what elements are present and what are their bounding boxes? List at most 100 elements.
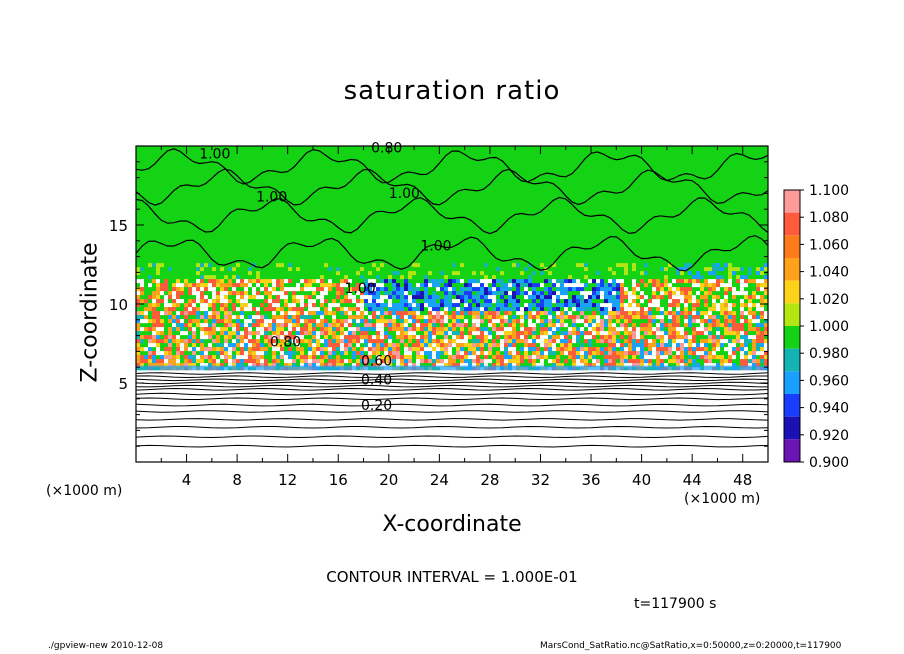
field-cell (664, 275, 668, 280)
field-cell (480, 351, 484, 356)
field-cell (416, 319, 420, 324)
field-cell (608, 335, 612, 340)
field-cell (512, 355, 516, 360)
field-cell (248, 319, 252, 324)
field-cell (312, 311, 316, 316)
field-cell (676, 335, 680, 340)
field-cell (500, 363, 504, 368)
field-cell (412, 323, 416, 328)
field-cell (732, 323, 736, 328)
field-cell (724, 327, 728, 332)
field-cell (436, 355, 440, 360)
field-cell (388, 323, 392, 328)
field-cell (324, 263, 328, 268)
field-cell (372, 299, 376, 304)
field-cell (360, 307, 364, 312)
field-cell (576, 355, 580, 360)
field-cell (416, 347, 420, 352)
field-cell (540, 331, 544, 336)
field-cell (240, 347, 244, 352)
field-cell (244, 319, 248, 324)
field-cell (708, 335, 712, 340)
field-cell (368, 327, 372, 332)
field-cell (192, 339, 196, 344)
field-cell (352, 351, 356, 356)
field-cell (572, 279, 576, 284)
field-cell (584, 291, 588, 296)
field-cell (368, 323, 372, 328)
field-cell (436, 339, 440, 344)
colorbar-swatch (784, 416, 800, 440)
field-cell (284, 323, 288, 328)
field-cell (604, 287, 608, 292)
field-cell (376, 307, 380, 312)
field-cell (284, 291, 288, 296)
field-cell (260, 351, 264, 356)
field-cell (432, 327, 436, 332)
field-cell (152, 299, 156, 304)
field-cell (240, 355, 244, 360)
field-cell (544, 279, 548, 284)
field-cell (548, 327, 552, 332)
field-cell (332, 347, 336, 352)
field-cell (204, 287, 208, 292)
field-cell (624, 303, 628, 308)
field-cell (400, 319, 404, 324)
field-cell (140, 287, 144, 292)
field-cell (656, 363, 660, 368)
field-cell (564, 279, 568, 284)
field-cell (200, 339, 204, 344)
field-cell (144, 355, 148, 360)
field-cell (372, 279, 376, 284)
field-cell (436, 363, 440, 368)
field-cell (316, 279, 320, 284)
field-cell (252, 331, 256, 336)
field-cell (740, 291, 744, 296)
field-cell (584, 323, 588, 328)
field-cell (164, 363, 168, 368)
field-cell (384, 359, 388, 364)
field-cell (440, 351, 444, 356)
field-cell (296, 323, 300, 328)
field-cell (452, 323, 456, 328)
field-cell (320, 363, 324, 368)
field-cell (652, 299, 656, 304)
field-cell (316, 343, 320, 348)
field-cell (480, 279, 484, 284)
field-cell (592, 327, 596, 332)
field-cell (512, 295, 516, 300)
field-cell (740, 335, 744, 340)
field-cell (580, 303, 584, 308)
field-cell (468, 279, 472, 284)
field-cell (160, 359, 164, 364)
field-cell (728, 319, 732, 324)
field-cell (328, 327, 332, 332)
field-cell (744, 291, 748, 296)
field-cell (620, 299, 624, 304)
field-cell (288, 303, 292, 308)
field-cell (380, 347, 384, 352)
field-cell (484, 279, 488, 284)
field-cell (296, 319, 300, 324)
field-cell (708, 307, 712, 312)
field-cell (396, 351, 400, 356)
field-cell (356, 359, 360, 364)
field-cell (400, 275, 404, 280)
field-cell (164, 307, 168, 312)
field-cell (748, 363, 752, 368)
field-cell (712, 315, 716, 320)
field-cell (448, 299, 452, 304)
field-cell (340, 279, 344, 284)
field-cell (268, 303, 272, 308)
field-cell (428, 295, 432, 300)
field-cell (136, 355, 140, 360)
field-cell (660, 323, 664, 328)
field-cell (424, 347, 428, 352)
field-cell (172, 339, 176, 344)
field-cell (716, 279, 720, 284)
field-cell (260, 359, 264, 364)
field-cell (392, 355, 396, 360)
field-cell (144, 327, 148, 332)
field-cell (160, 287, 164, 292)
field-cell (304, 359, 308, 364)
